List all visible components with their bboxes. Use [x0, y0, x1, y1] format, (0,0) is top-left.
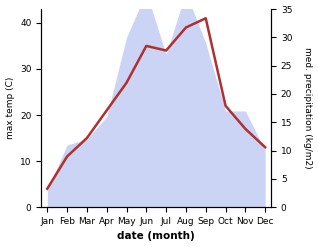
Y-axis label: med. precipitation (kg/m2): med. precipitation (kg/m2) — [303, 47, 313, 169]
Y-axis label: max temp (C): max temp (C) — [5, 77, 15, 139]
X-axis label: date (month): date (month) — [117, 231, 195, 242]
